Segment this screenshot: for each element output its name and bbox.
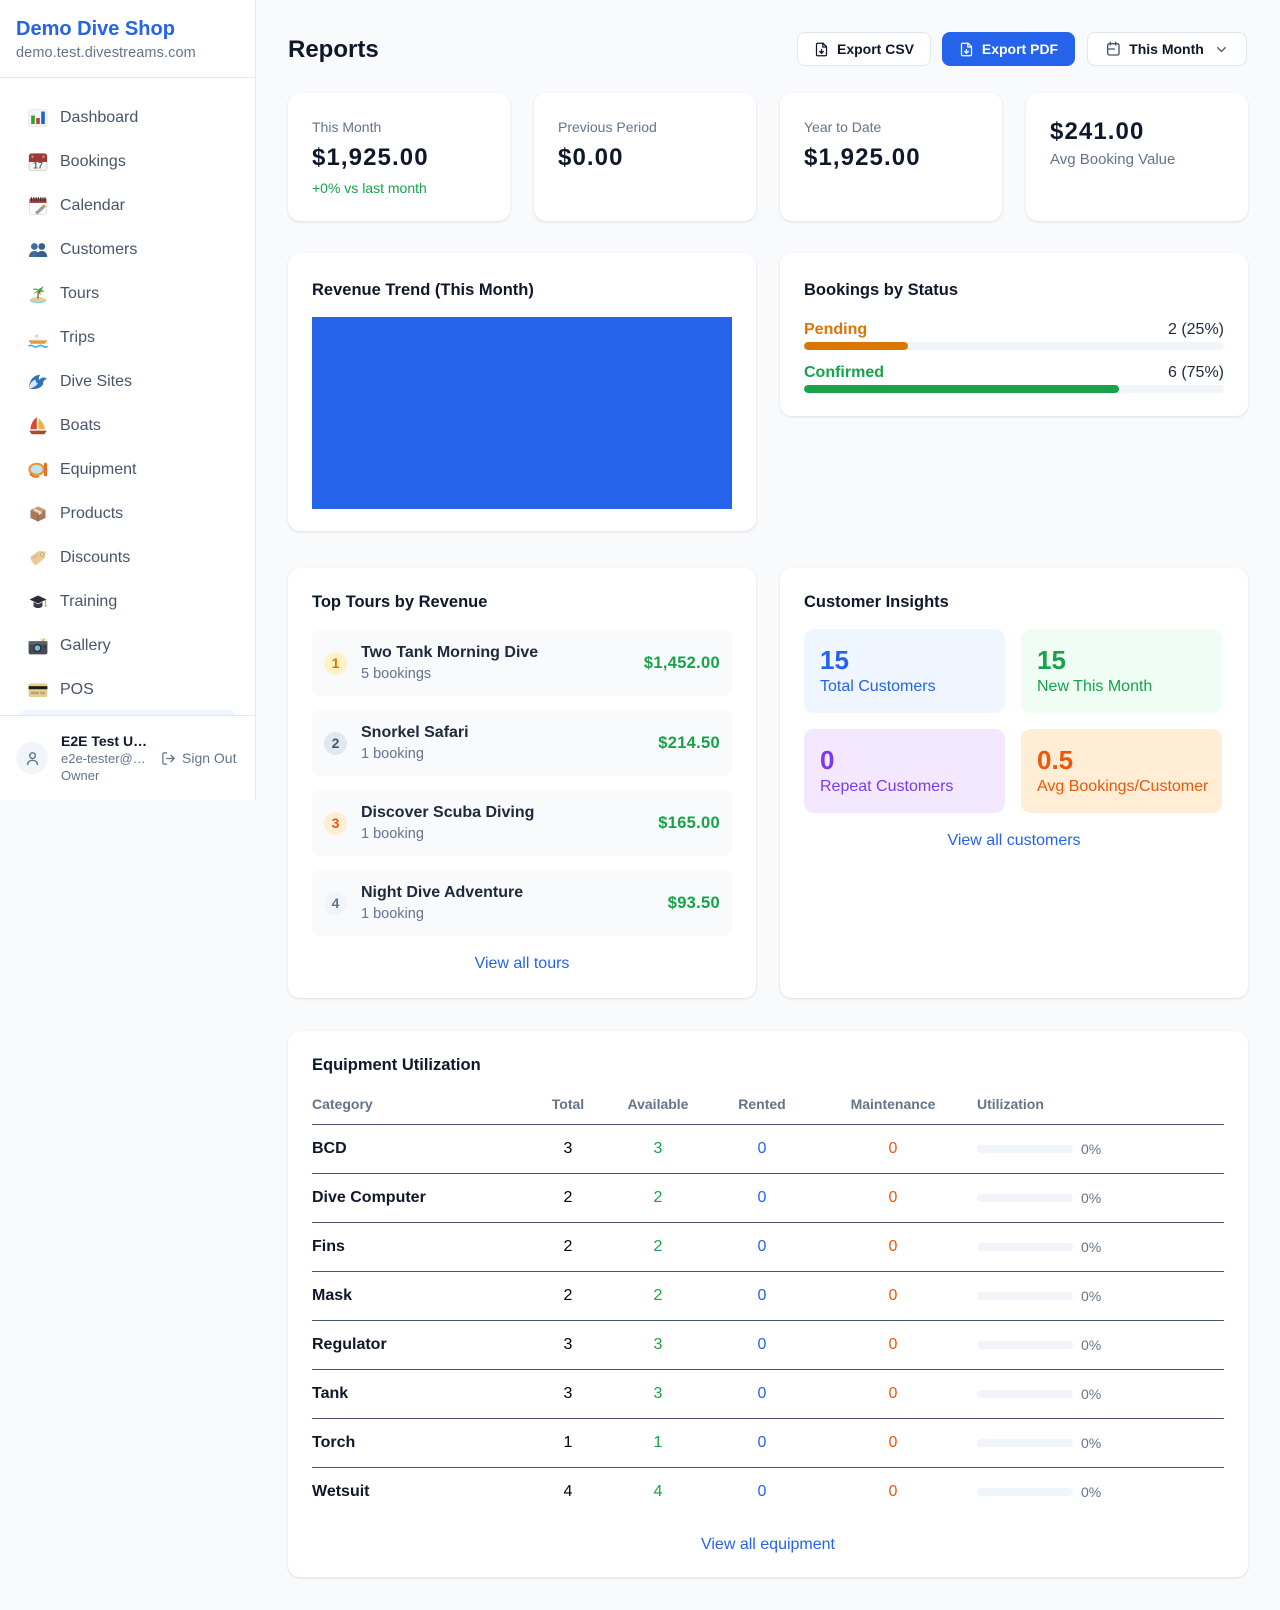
svg-text:17: 17 — [33, 161, 43, 171]
